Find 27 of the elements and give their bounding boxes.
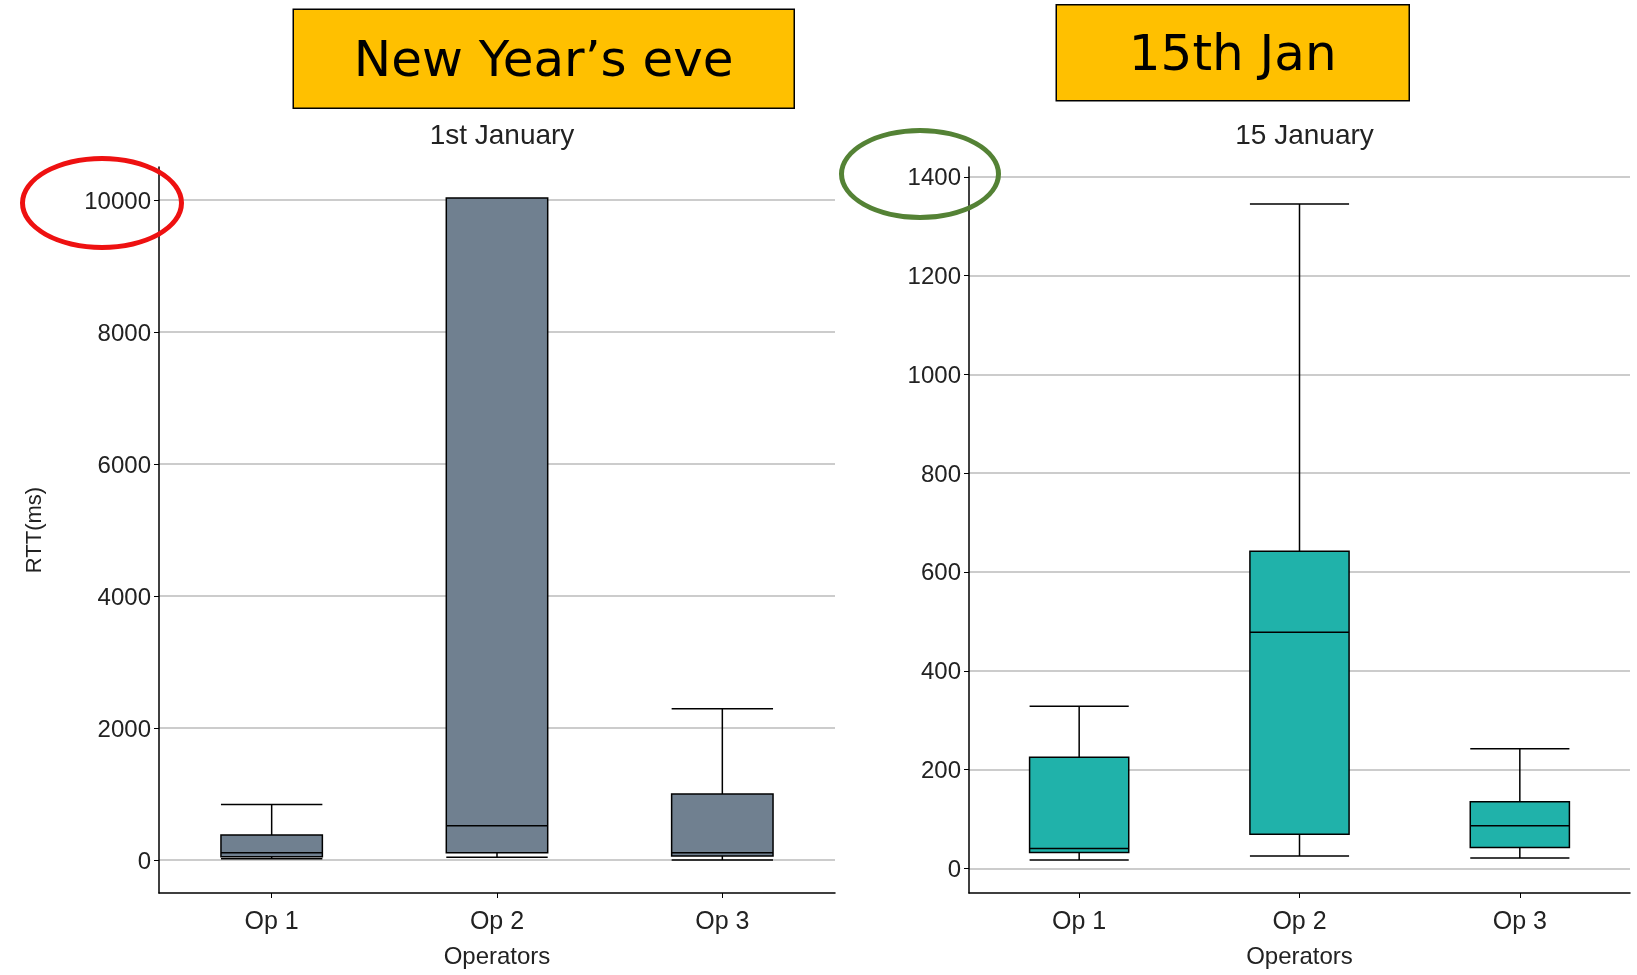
x-axis-title: Operators: [1246, 941, 1353, 969]
y-tick-label: 6000: [97, 450, 151, 478]
y-tick-label: 0: [137, 846, 151, 874]
x-axis-title: Operators: [443, 941, 551, 969]
x-tick-label: Op 3: [695, 905, 750, 934]
y-tick-label: 200: [920, 756, 961, 784]
chart-title: 1st January: [429, 118, 575, 150]
y-tick-label: 600: [920, 558, 961, 586]
y-tick-label: 1200: [907, 262, 961, 290]
x-tick-label: Op 2: [469, 905, 525, 934]
x-tick-label: Op 3: [1492, 905, 1547, 934]
x-tick-label: Op 1: [244, 905, 299, 934]
y-tick-label: 800: [920, 459, 961, 487]
chart-title: 15 January: [1235, 118, 1374, 150]
x-tick-label: Op 1: [1052, 905, 1107, 934]
text: New Year’s eve: [353, 29, 734, 88]
y-tick-label: 10000: [84, 186, 151, 214]
y-tick-label: 1400: [907, 163, 961, 191]
y-tick-label: 8000: [97, 318, 151, 346]
y-axis-title: RTT(ms): [20, 486, 46, 574]
text: 15th Jan: [1128, 23, 1337, 82]
y-tick-label: 0: [947, 854, 961, 882]
y-tick-label: 400: [920, 657, 961, 685]
x-tick-label: Op 2: [1272, 905, 1327, 934]
y-tick-label: 4000: [97, 582, 151, 610]
y-tick-label: 2000: [97, 714, 151, 742]
y-tick-label: 1000: [907, 360, 961, 388]
